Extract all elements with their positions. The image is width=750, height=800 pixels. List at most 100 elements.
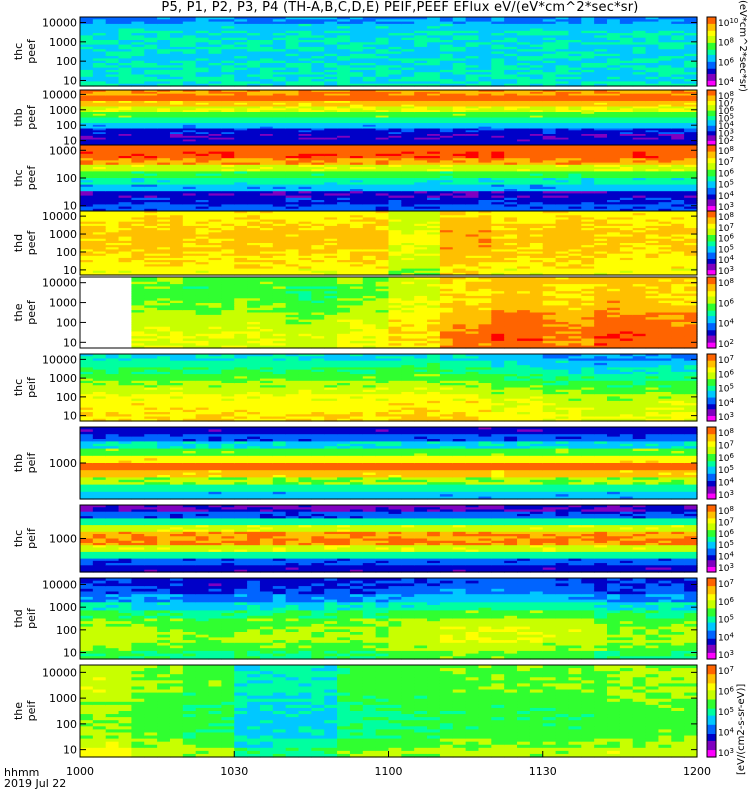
heatmap-cell — [259, 221, 274, 225]
heatmap-cell — [362, 53, 377, 57]
heatmap-cell — [568, 44, 582, 48]
heatmap-cell — [684, 40, 698, 43]
heatmap-cell — [491, 180, 505, 183]
colorbar-cell — [707, 201, 716, 204]
heatmap-cell — [645, 28, 660, 32]
heatmap-cell — [581, 147, 595, 150]
heatmap-cell — [247, 153, 261, 157]
heatmap-cell — [568, 156, 582, 159]
heatmap-cell — [157, 124, 171, 128]
heatmap-cell — [375, 164, 390, 168]
heatmap-cell — [619, 119, 634, 122]
heatmap-cell — [131, 191, 145, 194]
heatmap-cell — [92, 74, 107, 78]
heatmap-cell — [568, 178, 582, 181]
heatmap-cell — [581, 56, 595, 59]
heatmap-cell — [684, 33, 698, 36]
heatmap-cell — [105, 137, 120, 141]
heatmap-cell — [80, 202, 94, 205]
heatmap-cell — [607, 186, 621, 190]
heatmap-cell — [234, 35, 248, 39]
heatmap-cell — [311, 135, 325, 139]
heatmap-cell — [195, 236, 210, 240]
heatmap-cell — [221, 42, 235, 46]
heatmap-cell — [491, 102, 505, 106]
heatmap-cell — [362, 128, 377, 131]
colorbar-cell — [707, 123, 716, 125]
heatmap-cell — [401, 17, 415, 20]
heatmap-cell — [362, 171, 377, 175]
heatmap-cell — [619, 26, 634, 30]
heatmap-cell — [169, 228, 184, 231]
heatmap-cell — [118, 134, 133, 137]
heatmap-cell — [504, 189, 518, 192]
heatmap-cell — [465, 49, 480, 53]
heatmap-cell — [517, 134, 531, 137]
heatmap-cell — [671, 156, 685, 159]
heatmap-cell — [684, 106, 698, 109]
heatmap-cell — [80, 72, 94, 76]
heatmap-cell — [221, 236, 235, 240]
heatmap-cell — [568, 33, 582, 36]
heatmap-cell — [375, 108, 390, 111]
heatmap-cell — [594, 28, 608, 32]
heatmap-cell — [465, 180, 480, 183]
heatmap-cell — [401, 195, 415, 199]
heatmap-cell — [247, 65, 261, 69]
heatmap-cell — [671, 128, 685, 131]
heatmap-cell — [182, 160, 197, 164]
heatmap-cell — [259, 156, 274, 159]
heatmap-cell — [144, 134, 158, 137]
heatmap-cell — [208, 40, 222, 43]
heatmap-cell — [362, 164, 377, 168]
heatmap-cell — [92, 112, 107, 115]
heatmap-cell — [542, 60, 557, 64]
heatmap-cell — [529, 145, 544, 148]
heatmap-cell — [157, 97, 171, 100]
heatmap-cell — [671, 115, 685, 119]
heatmap-cell — [529, 81, 544, 85]
heatmap-cell — [658, 65, 672, 69]
heatmap-cell — [92, 102, 107, 106]
heatmap-cell — [118, 178, 133, 181]
heatmap-cell — [144, 223, 158, 227]
heatmap-cell — [504, 162, 518, 166]
heatmap-cell — [118, 99, 133, 102]
heatmap-cell — [92, 83, 107, 87]
heatmap-cell — [80, 221, 94, 225]
heatmap-cell — [285, 60, 300, 64]
heatmap-cell — [144, 130, 158, 133]
heatmap-cell — [118, 33, 133, 36]
heatmap-cell — [92, 257, 107, 261]
heatmap-cell — [414, 153, 428, 157]
heatmap-cell — [555, 63, 570, 66]
heatmap-cell — [285, 97, 300, 100]
heatmap-cell — [581, 35, 595, 39]
heatmap-cell — [92, 81, 107, 85]
heatmap-cell — [247, 26, 261, 30]
heatmap-cell — [504, 171, 518, 175]
heatmap-cell — [195, 167, 210, 170]
heatmap-cell — [221, 21, 235, 25]
heatmap-cell — [337, 91, 351, 95]
heatmap-cell — [349, 186, 364, 190]
heatmap-cell — [92, 33, 107, 36]
heatmap-cell — [658, 197, 672, 201]
heatmap-cell — [375, 134, 390, 137]
heatmap-cell — [555, 83, 570, 87]
colorbar-cell — [707, 178, 716, 181]
heatmap-cell — [337, 151, 351, 155]
heatmap-cell — [542, 28, 557, 32]
heatmap-cell — [118, 202, 133, 205]
heatmap-cell — [234, 99, 248, 102]
heatmap-cell — [555, 135, 570, 139]
heatmap-cell — [517, 35, 531, 39]
heatmap-cell — [517, 193, 531, 197]
heatmap-cell — [478, 164, 492, 168]
heatmap-cell — [581, 135, 595, 139]
heatmap-cell — [517, 171, 531, 175]
heatmap-cell — [504, 151, 518, 155]
heatmap-cell — [632, 145, 647, 148]
heatmap-cell — [272, 58, 287, 62]
heatmap-cell — [311, 132, 325, 135]
